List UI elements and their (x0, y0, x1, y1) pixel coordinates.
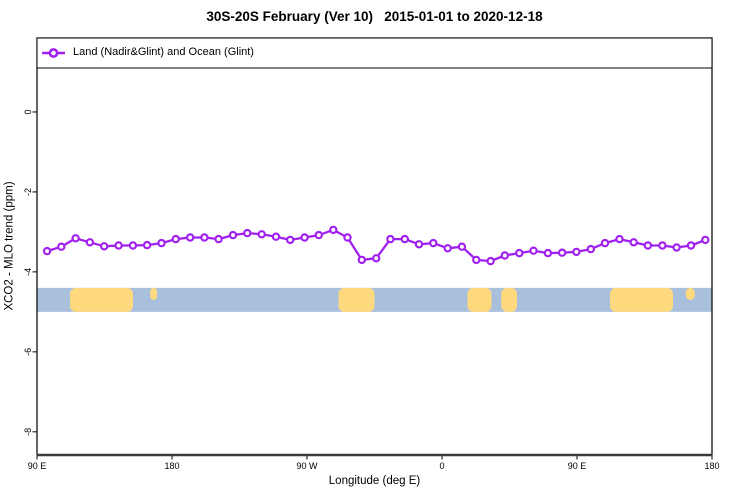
data-point-marker (42, 246, 52, 256)
data-point-marker (114, 241, 123, 250)
data-point-marker (286, 235, 295, 245)
data-point-marker (529, 246, 538, 255)
data-point-marker (71, 234, 80, 243)
data-point-marker (472, 255, 481, 265)
data-point-marker (314, 230, 323, 240)
data-point-marker (271, 232, 281, 241)
x-tick-label: 90 E (28, 461, 47, 471)
data-point-marker (257, 230, 266, 239)
legend-label: Land (Nadir&Glint) and Ocean (Glint) (73, 46, 254, 58)
y-tick-label: -6 (23, 348, 33, 356)
y-tick-label: -4 (23, 268, 33, 276)
chart-title: 30S-20S February (Ver 10) 2015-01-01 to … (206, 9, 543, 24)
data-point-marker (672, 243, 681, 252)
data-point-marker (243, 228, 252, 238)
legend-box (36, 37, 713, 69)
x-tick-label: 180 (164, 461, 179, 471)
data-point-marker (185, 233, 195, 242)
land-patch-southern-africa (467, 287, 492, 312)
data-point-marker (400, 234, 409, 244)
land-patch-australia-repeat (610, 287, 673, 312)
data-point-marker (557, 248, 567, 257)
data-point-marker (414, 240, 424, 249)
land-patch-south-america (338, 287, 375, 312)
data-point-marker (486, 256, 495, 266)
x-tick-label: 90 W (296, 461, 318, 471)
data-point-marker (343, 233, 352, 242)
y-axis-title: XCO2 - MLO trend (ppm) (3, 181, 16, 311)
data-point-marker (372, 254, 381, 263)
x-tick-label: 0 (439, 461, 444, 471)
x-axis-title: Longitude (deg E) (328, 475, 421, 487)
data-point-marker (543, 248, 553, 258)
data-point-marker (643, 241, 653, 250)
data-point-marker (615, 234, 624, 244)
data-point-marker (142, 240, 152, 250)
data-point-marker (701, 235, 710, 245)
y-tick-label: 0 (23, 109, 33, 114)
data-point-marker (386, 234, 395, 244)
data-point-marker (171, 234, 180, 244)
data-point-marker (128, 241, 138, 250)
land-patch-australia (70, 287, 133, 312)
data-point-marker (300, 233, 309, 242)
data-point-marker (85, 238, 95, 247)
y-tick-label: -2 (23, 188, 33, 196)
plot-border (36, 37, 713, 456)
data-point-marker (214, 234, 223, 244)
land-patch-madagascar (501, 287, 517, 312)
data-point-marker (658, 241, 667, 250)
data-point-marker (515, 248, 524, 258)
data-point-marker (200, 233, 209, 242)
data-point-marker (329, 225, 338, 235)
land-patch-new-caledonia (150, 287, 157, 300)
x-tick-label: 180 (704, 461, 719, 471)
data-point-marker (586, 244, 596, 254)
data-point-marker (572, 247, 581, 257)
data-point-marker (99, 242, 109, 251)
data-point-marker (457, 242, 467, 251)
data-point-marker (629, 238, 638, 247)
data-point-marker (228, 230, 238, 240)
data-point-marker (600, 238, 610, 248)
data-point-marker (500, 251, 509, 260)
legend-marker-icon (48, 48, 59, 58)
land-patch-new-caledonia-repeat (685, 287, 695, 300)
data-point-marker (429, 238, 438, 248)
x-tick-label: 90 E (568, 461, 587, 471)
data-point-marker (686, 241, 696, 250)
data-point-marker (443, 244, 452, 253)
data-point-marker (57, 242, 66, 251)
y-tick-label: -8 (23, 428, 33, 436)
data-point-marker (357, 255, 366, 265)
data-point-marker (157, 238, 166, 248)
